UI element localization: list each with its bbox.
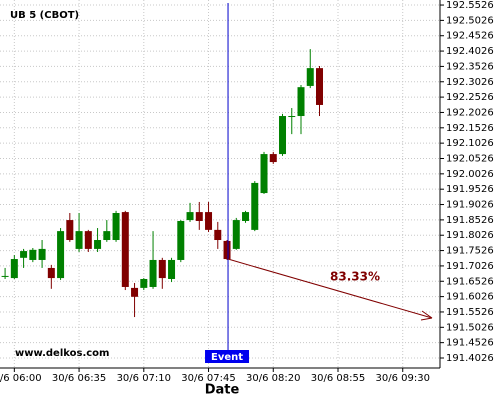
candle-body	[10, 259, 18, 279]
candle-body	[288, 116, 296, 118]
candle-body	[149, 259, 157, 287]
y-tick-label: 191.5526	[446, 307, 494, 318]
y-tick-label: 191.7526	[446, 246, 494, 257]
y-tick-label: 192.5526	[446, 0, 494, 11]
y-tick-label: 191.6026	[446, 292, 494, 303]
candle-body	[94, 240, 102, 249]
candle-body	[177, 220, 185, 260]
x-tick-label: 30/6 06:00	[0, 373, 42, 384]
y-tick-label: 191.5026	[446, 322, 494, 333]
candle-body	[205, 212, 213, 230]
event-box	[205, 350, 250, 363]
y-tick-label: 192.3026	[446, 77, 494, 88]
y-tick-label: 192.1526	[446, 123, 494, 134]
y-tick-label: 192.4526	[446, 31, 494, 42]
y-tick-label: 191.8526	[446, 215, 494, 226]
candle-body	[316, 68, 324, 105]
y-tick-label: 192.0026	[446, 169, 494, 180]
candle-body	[140, 278, 148, 288]
candle-body	[75, 231, 83, 249]
candle-body	[269, 154, 277, 163]
y-tick-label: 192.0526	[446, 153, 494, 164]
y-tick-label: 192.4026	[446, 46, 494, 57]
x-tick-label: 30/6 08:20	[246, 373, 300, 384]
candle-body	[66, 220, 74, 241]
candle-body	[232, 220, 240, 249]
y-tick-label: 192.2026	[446, 107, 494, 118]
y-tick-label: 191.9526	[446, 184, 494, 195]
candle-body	[131, 287, 139, 297]
candle-body	[103, 231, 111, 241]
candle-body	[38, 248, 46, 260]
candle-body	[306, 68, 314, 86]
candle-body	[20, 251, 28, 258]
y-tick-label: 192.3526	[446, 61, 494, 72]
candle-body	[297, 87, 305, 117]
x-axis-title: Date	[205, 383, 240, 398]
candle-body	[168, 259, 176, 279]
y-tick-label: 191.6526	[446, 276, 494, 287]
candle-body	[47, 267, 55, 279]
candle-body	[57, 231, 65, 279]
y-tick-label: 192.1026	[446, 138, 494, 149]
y-tick-label: 192.2526	[446, 92, 494, 103]
arrow	[227, 258, 433, 319]
y-tick-label: 191.9026	[446, 200, 494, 211]
candle-body	[195, 212, 203, 221]
annotation: 83.33%	[330, 270, 380, 284]
y-tick-label: 191.7026	[446, 261, 494, 272]
candle-body	[260, 154, 268, 194]
candle-body	[242, 212, 250, 221]
candle-body	[29, 249, 37, 260]
y-tick-label: 191.8026	[446, 230, 494, 241]
candle-body	[186, 212, 194, 221]
chart-title: UB 5 (CBOT)	[10, 10, 79, 21]
candle-body	[251, 182, 259, 230]
candle-body	[223, 240, 231, 260]
candle-body	[1, 275, 9, 277]
x-tick-label: 30/6 07:45	[181, 373, 235, 384]
x-tick-label: 30/6 06:35	[52, 373, 106, 384]
y-tick-label: 191.4526	[446, 338, 494, 349]
x-tick-label: 30/6 07:10	[117, 373, 171, 384]
y-tick-label: 191.4026	[446, 353, 494, 364]
candle-body	[84, 231, 92, 249]
event-label: Event	[211, 352, 243, 363]
candle-body	[112, 213, 120, 241]
candle-body	[214, 229, 222, 241]
x-tick-label: 30/6 08:55	[311, 373, 365, 384]
candle-body	[158, 259, 166, 279]
candle-body	[121, 212, 129, 287]
arrow-head	[420, 310, 433, 321]
y-tick-label: 192.5026	[446, 15, 494, 26]
candle-body	[279, 116, 287, 155]
watermark: www.delkos.com	[15, 348, 109, 359]
x-tick-label: 30/6 09:30	[376, 373, 430, 384]
